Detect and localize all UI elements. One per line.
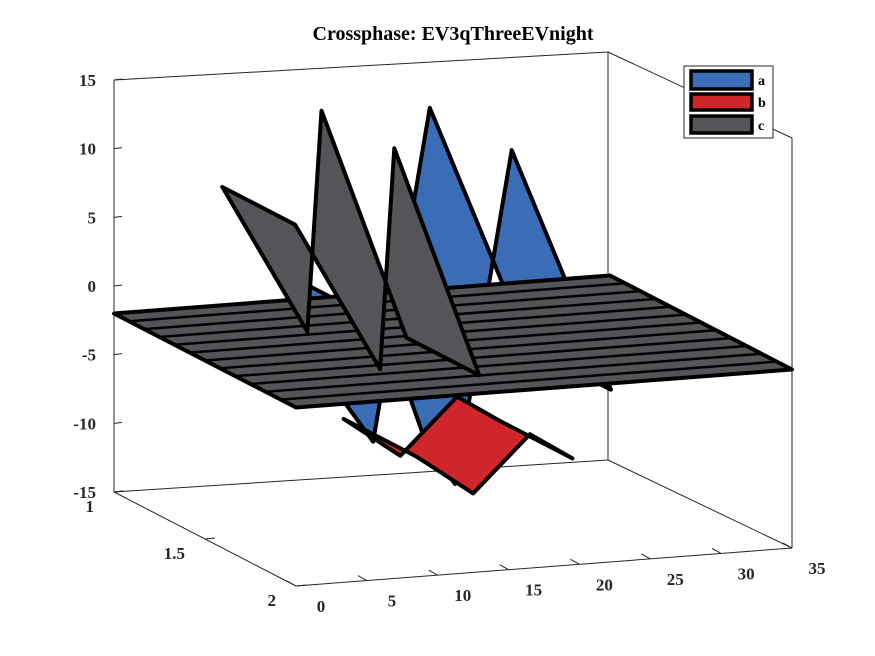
legend-label-b: b [758,96,766,111]
y-tick-label: 1.5 [164,544,185,563]
y-tick-label: 2 [268,591,277,610]
y-tick-label: 1 [86,497,95,516]
legend-swatch-b [691,94,752,110]
z-tick-label: -10 [73,414,96,433]
x-tick-mark [358,576,367,581]
legend-swatch-a [691,71,752,89]
z-tick-mark [114,285,122,286]
z-tick-label: 5 [88,208,97,227]
x-tick-mark [429,570,438,575]
z-tick-mark [114,148,122,149]
x-axis-line [296,548,792,586]
x-tick-mark [783,543,792,548]
x-tick-label: 30 [738,564,755,583]
x-tick-mark [641,554,650,559]
x-tick-mark [570,559,579,564]
z-tick-mark [114,216,122,217]
x-tick-label: 25 [667,570,684,589]
chart-title: Crossphase: EV3qThreeEVnight [313,23,594,45]
y-tick-mark [205,538,215,539]
x-tick-mark [500,565,509,570]
box-back-bottom [114,460,608,492]
legend-swatch-c [691,116,752,133]
z-tick-mark [114,422,122,423]
x-tick-label: 5 [388,592,397,611]
box-back-top [114,52,608,80]
y-axis-ticks: 11.52 [86,491,307,610]
x-tick-mark [712,548,721,553]
z-tick-label: 15 [79,71,96,90]
surfaces-group [114,108,792,494]
box-back-right-bottom [608,460,792,548]
x-tick-label: 10 [454,586,471,605]
x-tick-label: 0 [317,597,326,616]
z-tick-mark [114,354,122,355]
x-tick-mark [287,581,296,586]
legend-label-a: a [758,74,765,89]
x-tick-label: 15 [525,581,542,600]
x-axis-ticks: 0 5 10 15 20 25 30 35 [287,543,826,616]
legend-label-c: c [758,119,764,134]
x-tick-label: 20 [596,575,613,594]
x-tick-label: 35 [809,559,826,578]
z-tick-label: 0 [88,277,97,296]
z-tick-label: 10 [79,140,96,159]
legend: a b c [684,66,773,138]
z-tick-label: -5 [82,346,96,365]
